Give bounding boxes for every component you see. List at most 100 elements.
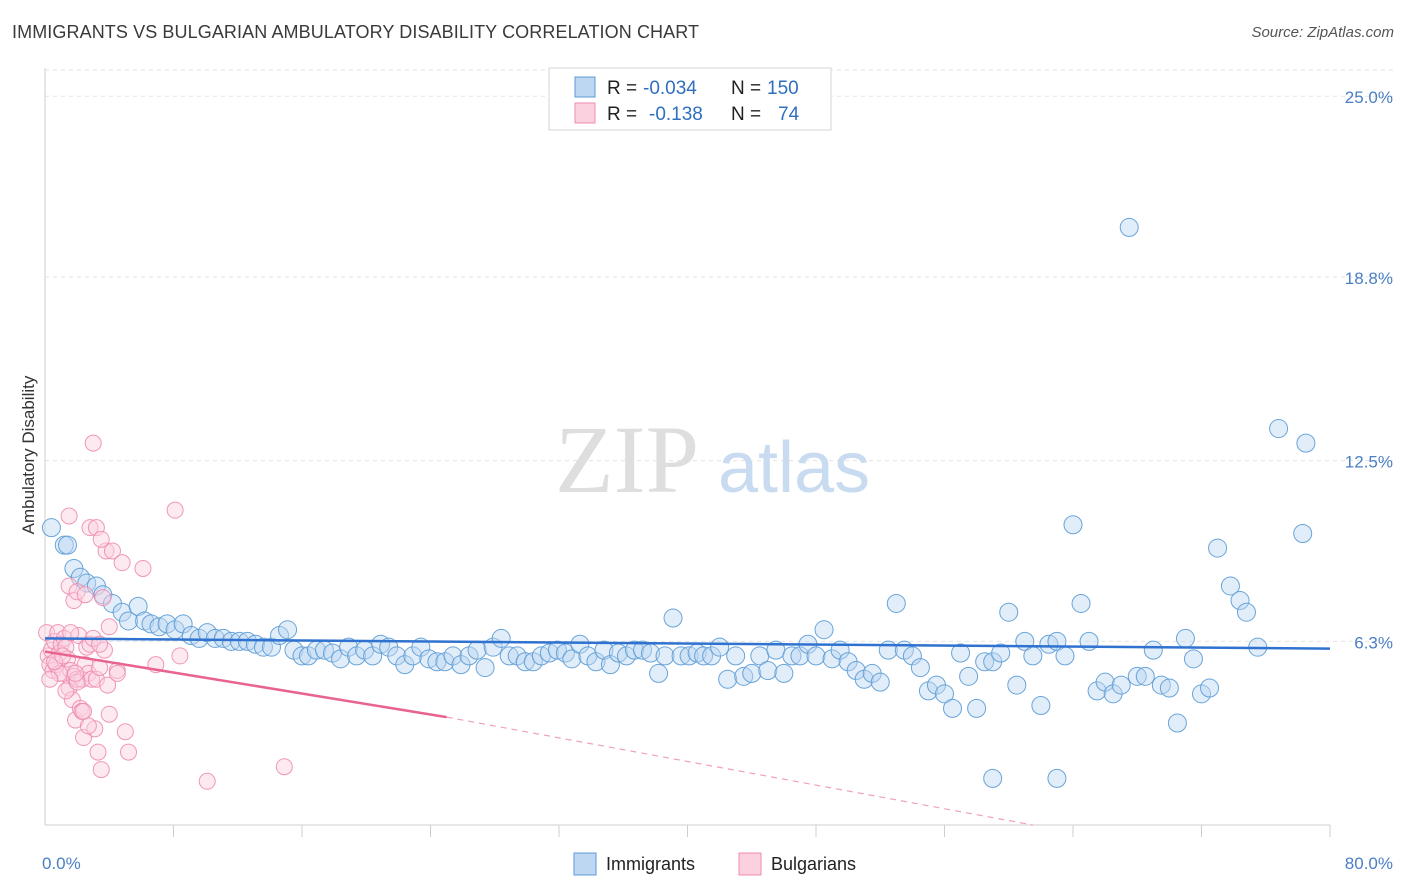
immigrants-point: [57, 535, 77, 555]
immigrants-point: [886, 593, 906, 613]
grid-lines: [45, 69, 1395, 642]
y-tick-label: 6.3%: [1354, 633, 1393, 652]
immigrants-point: [467, 640, 487, 660]
bulgarians-point: [41, 670, 59, 688]
bulgarians-point: [166, 501, 184, 519]
bulgarians-point: [83, 670, 101, 688]
immigrants-point: [253, 637, 273, 657]
immigrants-point: [774, 663, 794, 683]
bulgarians-point: [89, 743, 107, 761]
legend-n-value-2: 74: [778, 104, 800, 125]
immigrants-point: [562, 649, 582, 669]
bottom-legend-swatch-immigrants: [573, 852, 597, 876]
bulgarians-point: [84, 434, 102, 452]
immigrants-point: [261, 637, 281, 657]
immigrants-point: [649, 663, 669, 683]
immigrants-point: [475, 658, 495, 678]
bulgarians-point: [81, 519, 99, 537]
bulgarians-point: [120, 743, 138, 761]
immigrants-point: [1095, 672, 1115, 692]
immigrants-point: [1007, 675, 1027, 695]
immigrants-point: [278, 620, 298, 640]
bulgarians-point: [92, 530, 110, 548]
legend-n-label-1: N =: [731, 78, 761, 99]
immigrants-point: [902, 646, 922, 666]
bulgarians-point: [113, 554, 131, 572]
bulgarians-point: [134, 559, 152, 577]
legend-r-value-2: -0.138: [649, 104, 703, 125]
immigrants-point: [331, 649, 351, 669]
immigrants-point: [878, 640, 898, 660]
immigrants-point: [1200, 678, 1220, 698]
immigrants-point: [790, 646, 810, 666]
bulgarians-trend-line: [44, 650, 447, 719]
immigrants-point: [1023, 646, 1043, 666]
immigrants-point: [999, 602, 1019, 622]
bulgarians-point: [100, 705, 118, 723]
bulgarians-point: [79, 717, 97, 735]
immigrants-point: [663, 608, 683, 628]
immigrants-trend-line: [44, 637, 1331, 650]
immigrants-point: [910, 658, 930, 678]
bulgarians-point: [116, 723, 134, 741]
legend-box: R = -0.034 N = 150 R = -0.138 N = 74: [548, 67, 832, 131]
immigrants-point: [229, 631, 249, 651]
bulgarians-point: [103, 542, 121, 560]
immigrants-point: [694, 646, 714, 666]
y-tick-label: 25.0%: [1345, 88, 1393, 107]
immigrants-point: [1236, 602, 1256, 622]
immigrants-point: [363, 646, 383, 666]
bulgarians-point: [100, 618, 118, 636]
immigrants-point: [943, 698, 963, 718]
immigrants-point: [119, 611, 139, 631]
immigrants-point: [967, 698, 987, 718]
bulgarians-point: [57, 682, 75, 700]
immigrants-point: [1296, 433, 1316, 453]
watermark-zip: ZIP: [555, 406, 699, 513]
source-label: Source: ZipAtlas.com: [1251, 24, 1394, 41]
immigrants-point: [1269, 419, 1289, 439]
immigrants-point: [991, 643, 1011, 663]
bulgarians-point: [60, 507, 78, 525]
bulgarians-point: [67, 664, 85, 682]
bulgarians-point: [171, 647, 189, 665]
bulgarians-point: [73, 670, 91, 688]
immigrants-point: [600, 655, 620, 675]
bulgarians-point: [275, 758, 293, 776]
immigrants-point: [870, 672, 890, 692]
x-tick-label-max: 80.0%: [1345, 854, 1393, 873]
immigrants-point: [655, 646, 675, 666]
bulgarians-trend-extension: [446, 716, 1033, 826]
immigrants-point: [1135, 666, 1155, 686]
y-tick-labels: 6.3% 12.5% 18.8% 25.0%: [1345, 88, 1393, 652]
immigrants-point: [975, 652, 995, 672]
immigrants-point: [671, 646, 691, 666]
immigrants-point: [173, 614, 193, 634]
immigrants-point: [41, 518, 61, 538]
immigrants-points: [41, 217, 1316, 788]
immigrants-point: [935, 684, 954, 704]
bulgarians-point: [76, 656, 94, 674]
immigrants-point: [806, 646, 826, 666]
y-tick-label: 12.5%: [1345, 453, 1393, 472]
bulgarians-point: [71, 699, 89, 717]
bottom-legend-label-bulgarians: Bulgarians: [771, 854, 856, 874]
immigrants-point: [742, 663, 762, 683]
bottom-legend-label-immigrants: Immigrants: [606, 854, 695, 874]
immigrants-point: [1143, 640, 1163, 660]
x-tick-label-min: 0.0%: [42, 854, 81, 873]
immigrants-point: [624, 640, 644, 660]
immigrants-point: [1127, 666, 1147, 686]
bulgarians-point: [76, 586, 94, 604]
immigrants-point: [1063, 515, 1083, 535]
immigrants-point: [1159, 678, 1179, 698]
immigrants-point: [205, 628, 225, 648]
bulgarians-points: [38, 434, 293, 790]
immigrants-point: [491, 628, 511, 648]
bulgarians-point: [68, 673, 86, 691]
immigrants-point: [1031, 695, 1051, 715]
immigrants-point: [726, 646, 746, 666]
immigrants-point: [718, 669, 738, 689]
immigrants-point: [710, 637, 730, 657]
immigrants-point: [782, 646, 802, 666]
